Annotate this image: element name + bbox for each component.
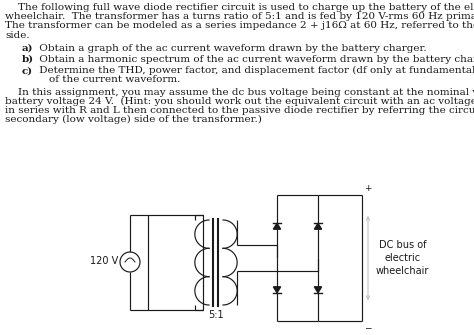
Text: +: + — [364, 184, 372, 193]
Text: 120 V: 120 V — [90, 256, 118, 266]
Text: DC bus of
electric
wheelchair: DC bus of electric wheelchair — [376, 240, 429, 276]
Text: In this assignment, you may assume the dc bus voltage being constant at the nomi: In this assignment, you may assume the d… — [5, 87, 474, 96]
Text: side.: side. — [5, 30, 29, 40]
Text: b): b) — [22, 55, 34, 64]
Polygon shape — [273, 223, 281, 229]
Polygon shape — [314, 287, 321, 293]
Text: The transformer can be modeled as a series impedance 2 + j16Ω at 60 Hz, referred: The transformer can be modeled as a seri… — [5, 21, 474, 30]
Text: −: − — [364, 323, 372, 332]
Text: Obtain a graph of the ac current waveform drawn by the battery charger.: Obtain a graph of the ac current wavefor… — [36, 44, 427, 53]
Text: The following full wave diode rectifier circuit is used to charge up the battery: The following full wave diode rectifier … — [5, 3, 474, 12]
Text: Determine the THD, power factor, and displacement factor (df only at fundamental: Determine the THD, power factor, and dis… — [36, 66, 474, 75]
Polygon shape — [314, 223, 321, 229]
Text: 5:1: 5:1 — [208, 310, 224, 320]
Text: battery voltage 24 V.  (Hint: you should work out the equivalent circuit with an: battery voltage 24 V. (Hint: you should … — [5, 97, 474, 106]
Bar — [148, 215, 203, 310]
Text: a): a) — [22, 44, 34, 53]
Text: of the current waveform.: of the current waveform. — [36, 75, 181, 84]
Text: c): c) — [22, 66, 33, 75]
Text: secondary (low voltage) side of the transformer.): secondary (low voltage) side of the tran… — [5, 115, 262, 124]
Text: in series with R and L then connected to the passive diode rectifier by referrin: in series with R and L then connected to… — [5, 106, 474, 115]
Polygon shape — [273, 287, 281, 293]
Text: wheelchair.  The transformer has a turns ratio of 5:1 and is fed by 120 V-rms 60: wheelchair. The transformer has a turns … — [5, 12, 474, 21]
Text: Obtain a harmonic spectrum of the ac current waveform drawn by the battery charg: Obtain a harmonic spectrum of the ac cur… — [36, 55, 474, 64]
